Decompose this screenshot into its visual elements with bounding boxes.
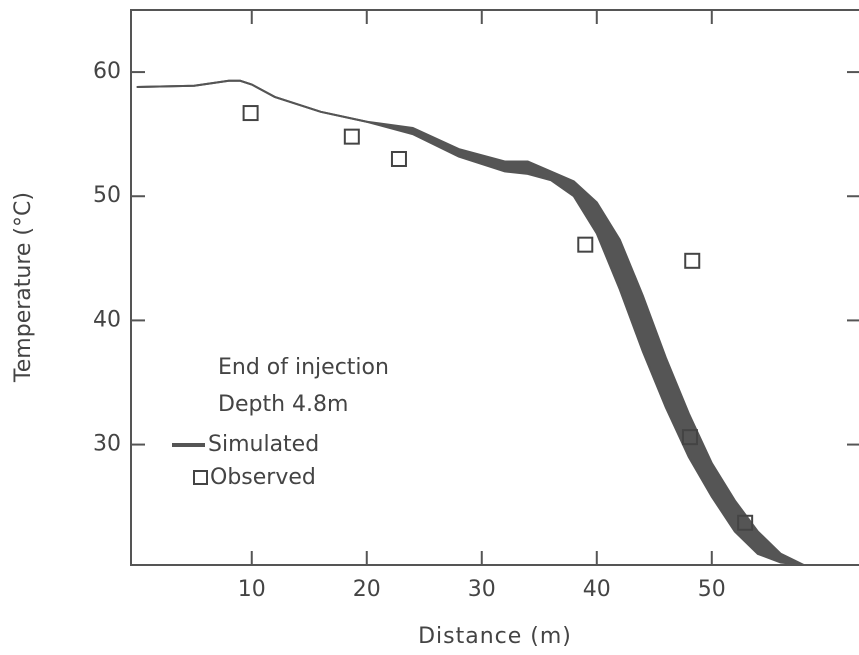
y-tick-label: 40 [93, 307, 121, 332]
observed-point [343, 128, 360, 145]
legend-marker [193, 470, 208, 485]
y-axis-label: Temperature (°C) [11, 192, 36, 383]
band-fill [136, 80, 804, 565]
observed-point [737, 514, 754, 531]
annotation: End of injection [218, 355, 389, 380]
observed-point [684, 252, 701, 269]
legend-label: Observed [210, 465, 316, 490]
y-tick-label: 30 [93, 432, 121, 457]
x-axis-label: Distance (m) [418, 624, 572, 649]
x-tick-label: 20 [353, 577, 381, 602]
observed-point [577, 236, 594, 253]
x-tick-label: 50 [698, 577, 726, 602]
x-tick-label: 10 [238, 577, 266, 602]
plot-frame [130, 9, 859, 566]
band-edge [136, 79, 804, 566]
y-tick-label: 60 [93, 59, 121, 84]
observed-point [242, 105, 259, 122]
observed-point [390, 150, 407, 167]
observed-point [681, 429, 698, 446]
legend-label: Simulated [208, 432, 319, 457]
annotation: Depth 4.8m [218, 392, 348, 417]
y-tick-label: 50 [93, 183, 121, 208]
x-tick-label: 40 [583, 577, 611, 602]
x-tick-label: 30 [468, 577, 496, 602]
